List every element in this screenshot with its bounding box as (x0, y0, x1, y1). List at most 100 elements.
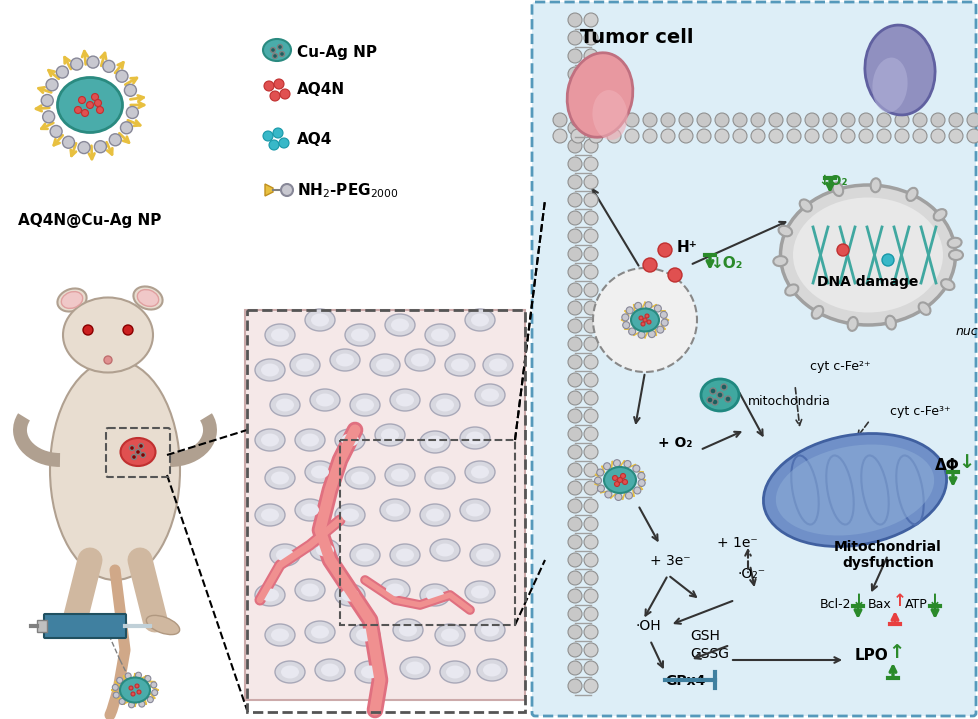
Ellipse shape (763, 434, 946, 546)
Ellipse shape (474, 384, 505, 406)
Ellipse shape (465, 309, 495, 331)
Ellipse shape (384, 314, 415, 336)
Circle shape (553, 113, 566, 127)
Circle shape (78, 96, 85, 104)
Circle shape (643, 318, 646, 322)
Circle shape (584, 373, 598, 387)
Ellipse shape (62, 292, 82, 308)
Circle shape (604, 491, 611, 498)
Ellipse shape (271, 628, 289, 641)
Circle shape (603, 463, 610, 470)
Circle shape (768, 129, 782, 143)
Ellipse shape (476, 659, 507, 681)
Circle shape (679, 113, 692, 127)
Text: GPx4: GPx4 (664, 674, 705, 688)
Circle shape (584, 445, 598, 459)
Circle shape (584, 67, 598, 81)
Ellipse shape (475, 549, 494, 562)
Ellipse shape (261, 434, 279, 446)
Ellipse shape (389, 544, 420, 566)
Circle shape (646, 320, 650, 324)
Circle shape (584, 499, 598, 513)
Ellipse shape (480, 388, 499, 401)
Ellipse shape (263, 39, 290, 61)
Ellipse shape (356, 549, 374, 562)
Ellipse shape (592, 90, 627, 140)
Ellipse shape (276, 398, 293, 411)
Circle shape (264, 81, 274, 91)
Circle shape (589, 129, 602, 143)
Circle shape (279, 52, 285, 57)
Ellipse shape (446, 666, 464, 679)
Ellipse shape (435, 398, 454, 411)
Ellipse shape (58, 78, 122, 132)
Ellipse shape (305, 621, 334, 643)
Circle shape (74, 106, 81, 114)
Ellipse shape (379, 579, 410, 601)
Circle shape (733, 113, 746, 127)
Circle shape (894, 113, 908, 127)
Ellipse shape (51, 615, 84, 635)
Ellipse shape (380, 429, 399, 441)
Circle shape (567, 247, 581, 261)
Circle shape (567, 481, 581, 495)
Ellipse shape (315, 659, 344, 681)
Text: + 3e⁻: + 3e⁻ (649, 554, 689, 568)
Ellipse shape (430, 472, 449, 485)
Circle shape (567, 319, 581, 333)
Circle shape (822, 129, 836, 143)
Ellipse shape (275, 661, 305, 683)
Circle shape (614, 493, 621, 500)
Circle shape (112, 684, 118, 690)
Circle shape (135, 449, 141, 454)
Circle shape (584, 301, 598, 315)
Circle shape (584, 535, 598, 549)
Circle shape (584, 157, 598, 171)
Circle shape (660, 113, 674, 127)
Text: Cu-Ag NP: Cu-Ag NP (296, 45, 377, 60)
Text: + 1e⁻: + 1e⁻ (716, 536, 757, 550)
Ellipse shape (344, 324, 375, 346)
Circle shape (567, 391, 581, 405)
Circle shape (633, 487, 641, 494)
Circle shape (653, 305, 661, 312)
Circle shape (137, 690, 141, 694)
Circle shape (263, 131, 273, 141)
Ellipse shape (270, 544, 299, 566)
Circle shape (584, 481, 598, 495)
Circle shape (617, 477, 622, 482)
Circle shape (597, 469, 603, 476)
Ellipse shape (351, 472, 369, 485)
Circle shape (63, 136, 74, 148)
Circle shape (840, 129, 854, 143)
Circle shape (836, 244, 848, 256)
Circle shape (584, 517, 598, 531)
Text: DNA damage: DNA damage (817, 275, 917, 289)
Circle shape (270, 91, 280, 101)
Ellipse shape (469, 544, 500, 566)
Circle shape (119, 698, 125, 705)
Ellipse shape (137, 290, 158, 306)
Circle shape (567, 13, 581, 27)
Circle shape (567, 175, 581, 189)
Circle shape (584, 121, 598, 135)
Circle shape (667, 268, 682, 282)
Ellipse shape (305, 461, 334, 483)
Circle shape (129, 446, 134, 451)
Ellipse shape (460, 427, 490, 449)
Ellipse shape (305, 309, 334, 331)
Text: nucleus: nucleus (956, 325, 978, 338)
Text: GSSG: GSSG (689, 647, 729, 661)
Circle shape (274, 79, 284, 89)
Ellipse shape (276, 549, 293, 562)
Ellipse shape (271, 329, 289, 342)
Text: Bax: Bax (867, 598, 891, 611)
Circle shape (584, 427, 598, 441)
Ellipse shape (379, 499, 410, 521)
Circle shape (716, 392, 723, 398)
Ellipse shape (344, 467, 375, 489)
Ellipse shape (340, 588, 359, 602)
Circle shape (840, 113, 854, 127)
Ellipse shape (864, 25, 934, 115)
Bar (244, 310, 524, 700)
